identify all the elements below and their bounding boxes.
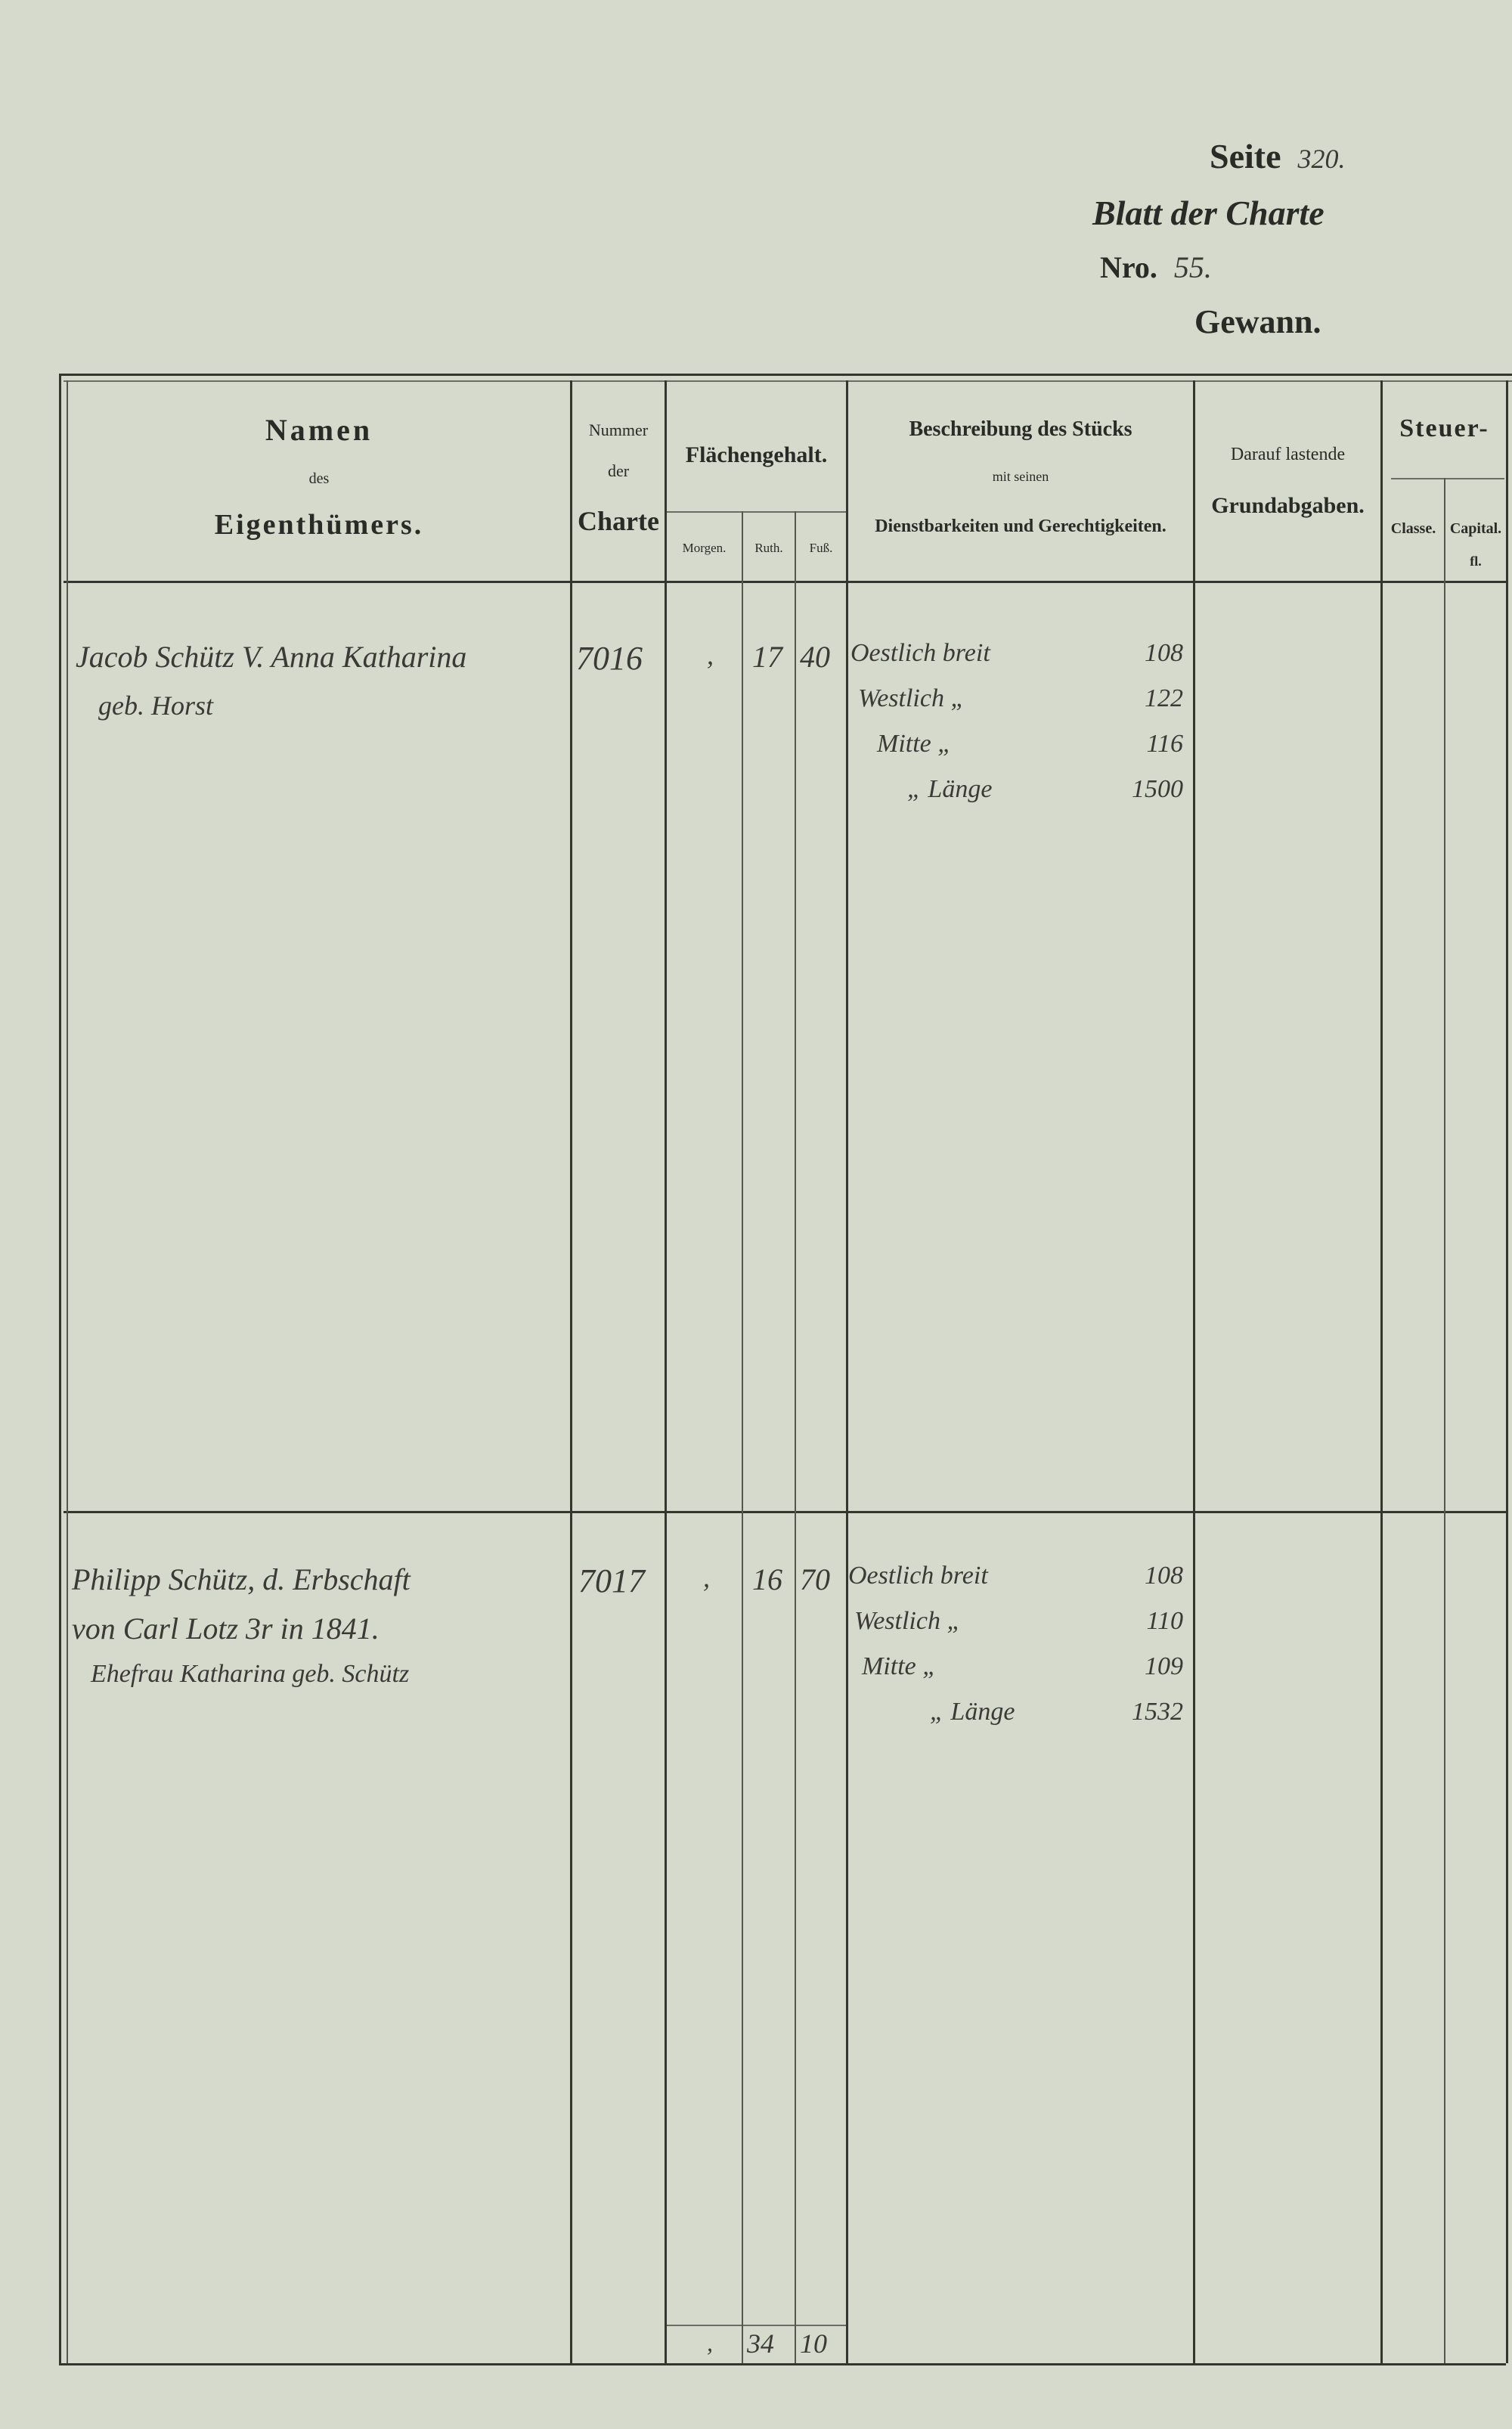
table-right-border (1506, 380, 1508, 2363)
seite-label: Seite (1210, 137, 1281, 175)
seite-value: 320. (1297, 144, 1346, 174)
table-left-inner-border (67, 380, 68, 2363)
totals-line (666, 2325, 846, 2326)
header-bottom-line (64, 581, 1506, 583)
header-flaechengehalt: Flächengehalt. (685, 442, 828, 467)
total-ruth: 34 (747, 2328, 774, 2359)
description-row: „ Länge 1500 (907, 775, 1183, 804)
seite-row: Seite 320. (1210, 136, 1346, 176)
col-divider-fuss (846, 380, 848, 2363)
flaechengehalt-subline (666, 511, 846, 513)
owner-line: Ehefrau Katharina geb. Schütz (91, 1660, 410, 1688)
col-divider-namen (570, 380, 572, 2363)
header-steuer: Steuer- (1399, 414, 1489, 442)
ruth-value: 16 (752, 1562, 782, 1596)
description-value: 116 (1146, 730, 1183, 758)
header-nummer-3: Charte (578, 506, 659, 536)
col-divider-charte (665, 380, 667, 2363)
ruth-value: 17 (752, 640, 782, 674)
description-label: „ Länge (907, 775, 993, 803)
row-divider (64, 1511, 1506, 1513)
description-value: 1500 (1132, 775, 1183, 803)
description-value: 108 (1145, 639, 1183, 667)
description-label: Mitte „ (877, 730, 953, 758)
owner-line: von Carl Lotz 3r in 1841. (72, 1612, 380, 1646)
header-capital-unit: fl. (1470, 554, 1482, 569)
owner-line: geb. Horst (98, 690, 213, 721)
col-divider-beschreibung (1193, 380, 1195, 2363)
description-value: 108 (1145, 1562, 1183, 1590)
col-divider-ruth (795, 511, 796, 2363)
nro-value: 55. (1173, 250, 1212, 284)
description-label: Westlich „ (854, 1607, 962, 1635)
header-morgen: Morgen. (682, 541, 727, 555)
description-value: 1532 (1132, 1698, 1183, 1726)
charte-number: 7016 (576, 640, 643, 677)
header-namen-3: Eigenthümers. (214, 509, 424, 541)
owner-line: Jacob Schütz V. Anna Katharina (76, 640, 467, 674)
blatt-label: Blatt der Charte (1092, 194, 1325, 232)
header-beschreibung-3: Dienstbarkeiten und Gerechtigkeiten. (875, 517, 1167, 536)
description-label: Oestlich breit (848, 1562, 988, 1590)
description-row: Oestlich breit 108 (850, 639, 1183, 668)
description-label: Oestlich breit (850, 639, 990, 667)
header-nummer-2: der (607, 461, 630, 480)
header-grundabgaben-2: Grundabgaben. (1211, 493, 1365, 518)
header-ruth: Ruth. (754, 541, 783, 555)
header-namen-2: des (308, 470, 330, 487)
description-row: Westlich „ 110 (854, 1607, 1183, 1636)
fuss-value: 40 (800, 640, 830, 674)
header-capital: Capital. (1449, 520, 1502, 537)
description-value: 109 (1145, 1652, 1183, 1680)
header-fuss: Fuß. (809, 541, 833, 555)
header-namen-1: Namen (265, 413, 373, 447)
table-left-border (59, 374, 61, 2365)
header-classe: Classe. (1390, 520, 1436, 537)
description-row: Mitte „ 116 (877, 730, 1183, 758)
col-divider-morgen (742, 511, 743, 2363)
total-fuss: 10 (800, 2328, 827, 2359)
morgen-value: , (707, 640, 714, 670)
description-row: Westlich „ 122 (858, 684, 1183, 713)
total-morgen: , (707, 2329, 713, 2356)
owner-line: Philipp Schütz, d. Erbschaft (72, 1562, 411, 1596)
header-nummer-1: Nummer (588, 420, 649, 439)
steuer-subline (1391, 478, 1504, 479)
gewann-label: Gewann. (1194, 303, 1321, 340)
header-grundabgaben-1: Darauf lastende (1230, 445, 1346, 464)
header-beschreibung-1: Beschreibung des Stücks (909, 417, 1132, 441)
description-label: Mitte „ (862, 1652, 937, 1680)
description-row: „ Länge 1532 (930, 1698, 1183, 1726)
nro-label: Nro. (1100, 250, 1157, 284)
fuss-value: 70 (800, 1562, 830, 1596)
header-beschreibung-2: mit seinen (992, 469, 1049, 484)
nro-row: Nro. 55. (1100, 250, 1212, 285)
morgen-value: , (703, 1562, 710, 1593)
description-value: 110 (1146, 1607, 1183, 1635)
table-top-border (59, 374, 1512, 376)
description-label: Westlich „ (858, 684, 965, 712)
col-divider-classe (1444, 478, 1445, 2363)
description-row: Oestlich breit 108 (848, 1562, 1183, 1590)
table-bottom-border (59, 2363, 1506, 2365)
table-top-inner-border (64, 380, 1512, 382)
description-row: Mitte „ 109 (862, 1652, 1183, 1681)
col-divider-grundabgaben (1380, 380, 1383, 2363)
description-value: 122 (1145, 684, 1183, 712)
description-label: „ Länge (930, 1698, 1015, 1726)
charte-number: 7017 (578, 1562, 645, 1599)
